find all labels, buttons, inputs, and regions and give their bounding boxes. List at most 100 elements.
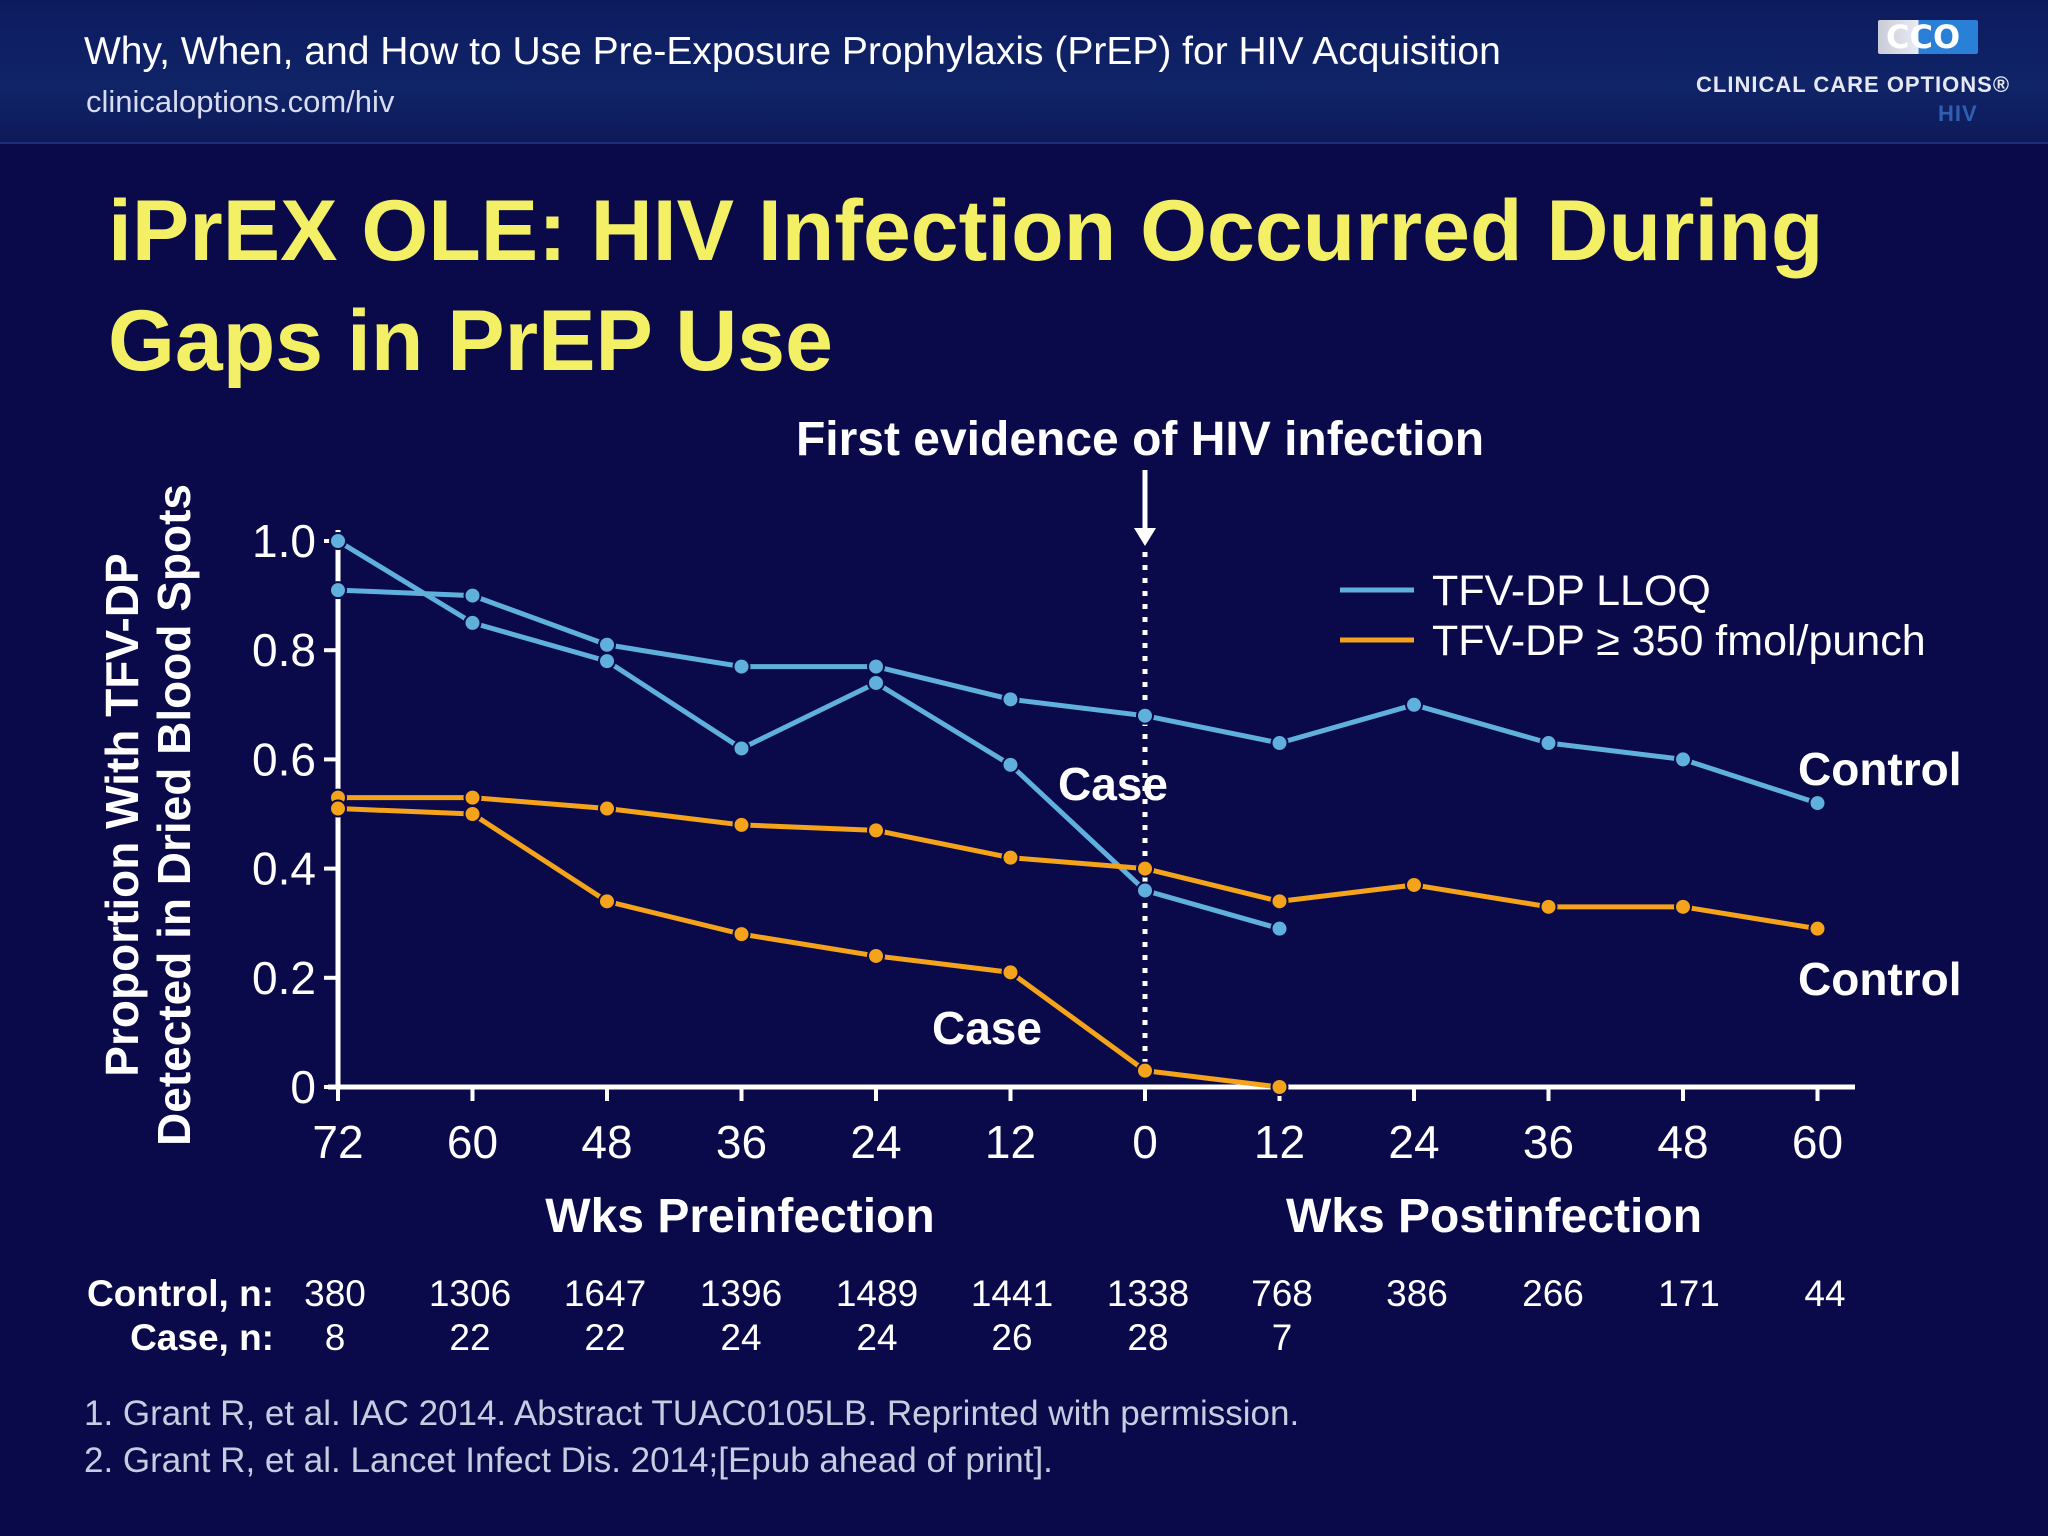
data-point (1136, 881, 1154, 900)
logo-name: CLINICAL CARE OPTIONS® (1696, 72, 2011, 97)
data-point (867, 657, 885, 676)
x-tick-label: 12 (1254, 1116, 1305, 1168)
legend-label-1: TFV-DP ≥ 350 fmol/punch (1432, 617, 1926, 665)
series-line-1 (336, 538, 1281, 932)
n-row-label: Case, n: (130, 1317, 274, 1358)
data-point (1136, 859, 1154, 878)
n-cell: 22 (584, 1317, 625, 1358)
x-tick-label: 12 (985, 1116, 1036, 1168)
n-cell: 44 (1804, 1273, 1845, 1314)
n-cell: 8 (325, 1317, 346, 1358)
data-point (732, 657, 751, 676)
data-point (598, 892, 616, 911)
data-point (463, 613, 482, 632)
data-point (1001, 690, 1020, 709)
x-group-label-pre: Wks Preinfection (545, 1190, 934, 1243)
legend-label-0: TFV-DP LLOQ (1432, 567, 1711, 615)
y-axis-label-line2: Detected in Dried Blood Spots (148, 484, 200, 1146)
n-cell: 26 (991, 1317, 1032, 1358)
x-tick-label: 24 (850, 1116, 901, 1168)
data-point (329, 799, 347, 818)
slide-title: iPrEX OLE: HIV Infection Occurred During… (108, 183, 1824, 389)
data-point (1674, 897, 1692, 916)
x-tick-label: 24 (1388, 1116, 1439, 1168)
n-cell: 1396 (700, 1273, 782, 1314)
n-cell: 1441 (971, 1273, 1053, 1314)
footnote-1: 1. Grant R, et al. IAC 2014. Abstract TU… (84, 1394, 1300, 1433)
n-cell: 266 (1522, 1273, 1584, 1314)
footnotes: 1. Grant R, et al. IAC 2014. Abstract TU… (84, 1390, 1299, 1484)
x-group-label-post: Wks Postinfection (1286, 1190, 1702, 1243)
n-cell: 171 (1658, 1273, 1720, 1314)
data-point (463, 586, 482, 605)
x-tick-label: 72 (312, 1116, 363, 1168)
n-cell: 24 (856, 1317, 897, 1358)
n-row-label: Control, n: (87, 1273, 274, 1314)
n-cell: 1338 (1107, 1273, 1189, 1314)
data-point (329, 532, 347, 550)
data-point (1001, 963, 1020, 982)
data-point (598, 799, 616, 818)
logo-letters: CCO (1886, 18, 1961, 56)
header-bar: Why, When, and How to Use Pre-Exposure P… (0, 0, 2048, 144)
data-point (1405, 875, 1423, 894)
y-tick-label: 1.0 (252, 515, 316, 567)
n-cell: 28 (1127, 1317, 1168, 1358)
x-tick-label: 60 (447, 1116, 498, 1168)
data-point (1539, 734, 1558, 753)
series-label-case-350: Case (932, 1002, 1042, 1054)
data-point (732, 815, 751, 834)
cco-logo-icon: CCO (1878, 18, 1978, 56)
data-point (732, 739, 751, 758)
data-point (329, 581, 347, 600)
data-point (1539, 897, 1558, 916)
data-point (1001, 755, 1020, 774)
n-cell: 1647 (564, 1273, 646, 1314)
data-point (1136, 1061, 1154, 1080)
data-point (867, 673, 885, 692)
n-cell: 380 (304, 1273, 366, 1314)
data-point (867, 946, 885, 965)
data-point (463, 788, 482, 807)
x-tick-label: 48 (581, 1116, 632, 1168)
y-tick-label: 0.8 (252, 624, 316, 676)
series-line-3 (337, 806, 1280, 1090)
data-point (463, 805, 482, 823)
data-point (1001, 848, 1020, 867)
x-tick-label: 36 (1523, 1116, 1574, 1168)
series-label-control-lloq: Control (1798, 743, 1962, 795)
y-tick-label: 0.4 (252, 843, 316, 895)
data-point (1270, 1078, 1289, 1096)
x-tick-label: 60 (1792, 1116, 1843, 1168)
series-line-2 (338, 795, 1818, 932)
y-tick-label: 0 (290, 1061, 316, 1113)
x-tick-label: 48 (1657, 1116, 1708, 1168)
y-tick-label: 0.2 (252, 952, 316, 1004)
data-point (1270, 919, 1289, 938)
n-cell: 386 (1386, 1273, 1448, 1314)
y-tick-label: 0.6 (252, 733, 316, 785)
n-cell: 768 (1251, 1273, 1313, 1314)
data-point (1808, 794, 1827, 813)
n-cell: 24 (720, 1317, 761, 1358)
data-point (1405, 695, 1423, 714)
data-point (1270, 892, 1289, 911)
data-point (1136, 706, 1154, 725)
series-label-control-350: Control (1798, 953, 1962, 1005)
data-point (598, 635, 616, 654)
series-label-case-lloq: Case (1058, 758, 1168, 810)
annotation-first-evidence: First evidence of HIV infection (796, 413, 1484, 466)
n-cell: 7 (1272, 1317, 1293, 1358)
annotation-arrow-head (1134, 528, 1156, 546)
series-line-0 (337, 587, 1819, 806)
data-point (598, 652, 616, 671)
presentation-subtitle: Why, When, and How to Use Pre-Exposure P… (84, 30, 1501, 73)
data-point (732, 925, 751, 944)
x-tick-label: 0 (1132, 1116, 1158, 1168)
data-point (1674, 750, 1692, 769)
n-cell: 1489 (836, 1273, 918, 1314)
logo-sub: HIV (1938, 101, 1978, 126)
n-cell: 22 (449, 1317, 490, 1358)
y-axis-label-line1: Proportion With TFV-DP (96, 553, 148, 1076)
